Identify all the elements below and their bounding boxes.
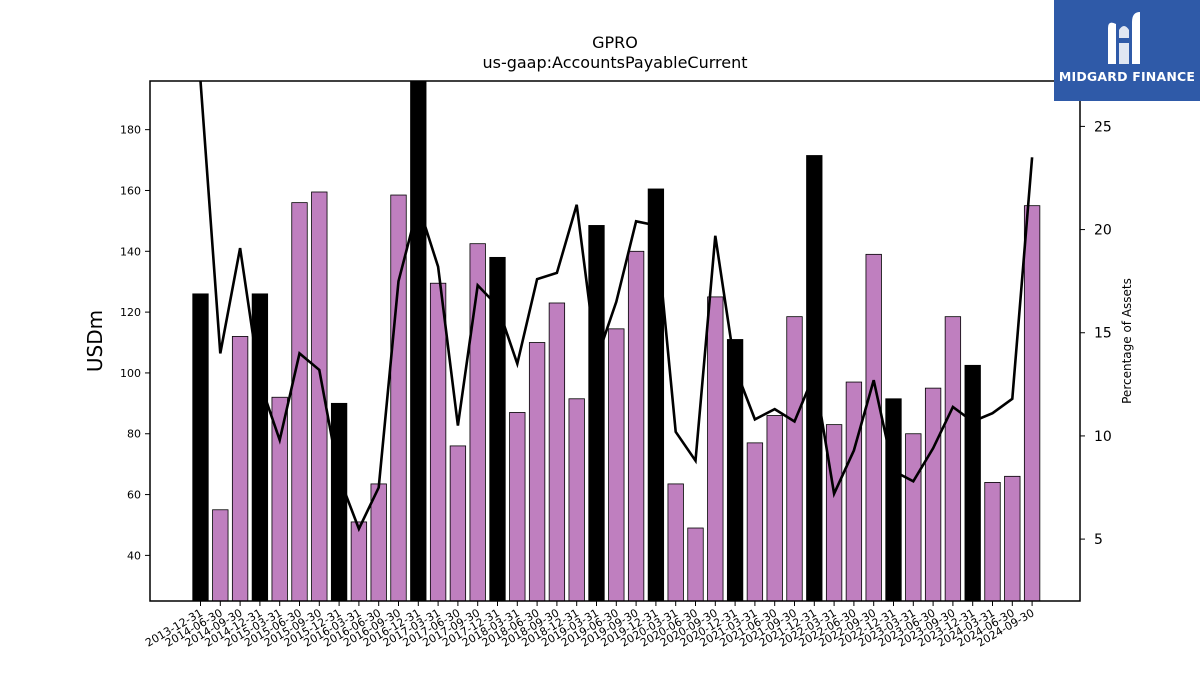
logo-mark-icon — [1108, 12, 1140, 65]
bars-group — [192, 80, 1041, 602]
bar-2017-06-30 — [449, 445, 467, 602]
y-tick-label: 120 — [120, 306, 141, 319]
bar-2023-06-30 — [924, 387, 942, 602]
bar-2021-09-30 — [786, 316, 803, 602]
y2-tick-label: 25 — [1094, 119, 1112, 135]
chart-title: GPRO — [592, 33, 638, 52]
percentage-line — [199, 80, 1034, 533]
bar-2022-12-31 — [885, 398, 902, 602]
logo-text: MIDGARD FINANCE — [1058, 69, 1196, 84]
bar-2015-12-31 — [330, 402, 348, 602]
y2-tick-label: 20 — [1094, 223, 1112, 239]
y-tick-label: 40 — [127, 549, 141, 562]
bar-2024-09-30 — [1023, 205, 1041, 602]
y-tick-label: 160 — [120, 184, 141, 197]
y-tick-label: 180 — [120, 124, 141, 137]
bar-2022-06-30 — [845, 381, 863, 602]
bar-2015-06-30 — [291, 202, 308, 602]
bar-2020-06-30 — [687, 527, 704, 602]
bar-2018-03-31 — [509, 412, 526, 602]
bar-2019-09-30 — [627, 250, 645, 602]
left-axis: 40 60 80 100 120 140 160 180 — [120, 124, 150, 562]
bar-2017-03-31 — [429, 282, 447, 602]
y2-tick-label: 15 — [1094, 326, 1112, 342]
bar-2021-06-30 — [766, 415, 783, 602]
bar-2019-03-31 — [588, 225, 605, 602]
bar-2014-09-30 — [231, 336, 249, 602]
bar-2020-09-30 — [707, 296, 724, 602]
bar-2019-06-30 — [608, 328, 625, 602]
x-axis: 2013-12-312014-06-302014-09-302014-12-31… — [143, 601, 1037, 650]
y-tick-label: 100 — [120, 367, 141, 380]
bar-2023-03-31 — [905, 433, 922, 602]
bar-2014-06-30 — [212, 509, 229, 602]
bar-2020-03-31 — [667, 483, 684, 602]
bar-2022-03-31 — [825, 424, 843, 602]
right-axis: 5 10 15 20 25 — [1080, 119, 1112, 548]
bar-2016-12-31 — [410, 80, 427, 602]
bar-2018-09-30 — [548, 302, 566, 602]
bar-2021-03-31 — [746, 442, 764, 602]
plot-frame — [149, 80, 1081, 602]
y-axis-label: USDm — [83, 310, 107, 372]
bar-2019-12-31 — [647, 188, 665, 602]
bar-2023-12-31 — [964, 364, 981, 602]
chart-subtitle: us-gaap:AccountsPayableCurrent — [482, 53, 747, 72]
y2-axis-label: Percentage of Assets — [1120, 278, 1134, 404]
y-tick-label: 140 — [120, 245, 141, 258]
y2-tick-label: 10 — [1094, 429, 1112, 445]
bar-2013-12-31 — [192, 293, 209, 602]
bar-2018-12-31 — [568, 398, 585, 602]
bar-2016-03-31 — [350, 521, 368, 602]
y-tick-label: 80 — [127, 428, 141, 441]
bar-2022-09-30 — [865, 253, 882, 602]
y-tick-label: 60 — [127, 489, 141, 502]
bar-2024-06-30 — [1004, 475, 1021, 602]
bar-2023-09-30 — [944, 316, 962, 602]
bar-2017-09-30 — [469, 243, 486, 602]
bar-2018-06-30 — [528, 342, 546, 602]
brand-logo: MIDGARD FINANCE — [1054, 0, 1200, 101]
bar-2024-03-31 — [984, 482, 1001, 602]
y2-tick-label: 5 — [1094, 532, 1103, 548]
